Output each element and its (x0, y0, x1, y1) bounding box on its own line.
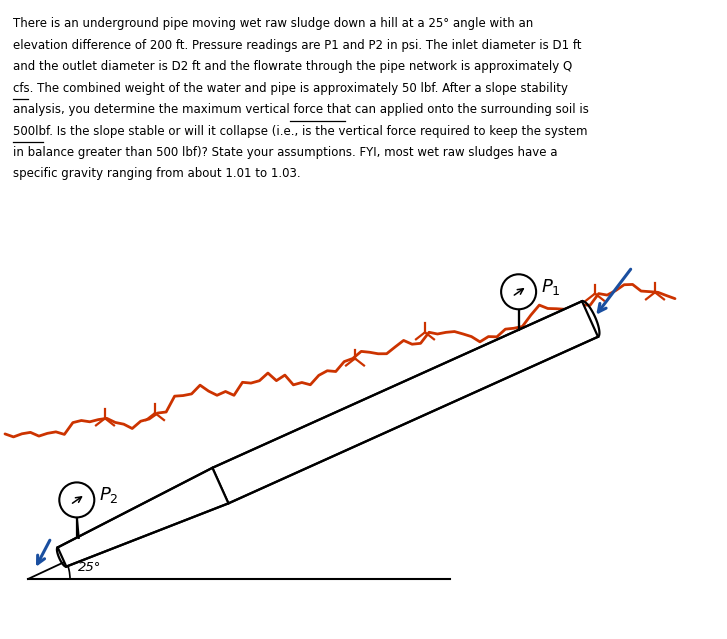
Text: 500lbf. Is the slope stable or will it collapse (i.e., is the vertical force req: 500lbf. Is the slope stable or will it c… (13, 125, 587, 137)
Circle shape (60, 482, 95, 518)
Text: There is an underground pipe moving wet raw sludge down a hill at a 25° angle wi: There is an underground pipe moving wet … (13, 17, 533, 30)
Polygon shape (57, 468, 228, 567)
Text: specific gravity ranging from about 1.01 to 1.03.: specific gravity ranging from about 1.01… (13, 167, 301, 180)
Circle shape (501, 274, 536, 309)
Text: in balance greater than 500 lbf)? State your assumptions. FYI, most wet raw slud: in balance greater than 500 lbf)? State … (13, 146, 558, 159)
Text: $P_2$: $P_2$ (100, 485, 119, 505)
Text: elevation difference of 200 ft. Pressure readings are P1 and P2 in psi. The inle: elevation difference of 200 ft. Pressure… (13, 38, 582, 52)
Text: 25°: 25° (78, 561, 101, 574)
Polygon shape (212, 301, 598, 504)
Text: $P_1$: $P_1$ (541, 277, 561, 296)
Text: and the outlet diameter is D2 ft and the flowrate through the pipe network is ap: and the outlet diameter is D2 ft and the… (13, 60, 572, 73)
Text: analysis, you determine the maximum vertical force that can applied onto the sur: analysis, you determine the maximum vert… (13, 103, 589, 116)
Text: cfs. The combined weight of the water and pipe is approximately 50 lbf. After a : cfs. The combined weight of the water an… (13, 82, 568, 95)
